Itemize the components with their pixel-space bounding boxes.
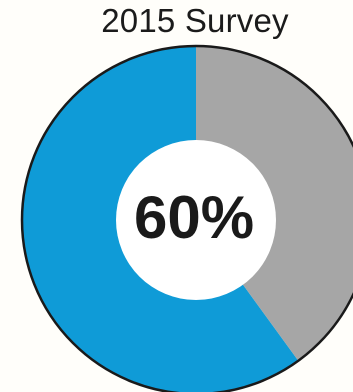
donut-slice-2 (196, 46, 353, 361)
donut-outline (20, 44, 353, 392)
center-percentage-label: 60% (134, 184, 254, 251)
donut-hole (116, 140, 276, 300)
chart-title: 2015 Survey (101, 2, 289, 39)
